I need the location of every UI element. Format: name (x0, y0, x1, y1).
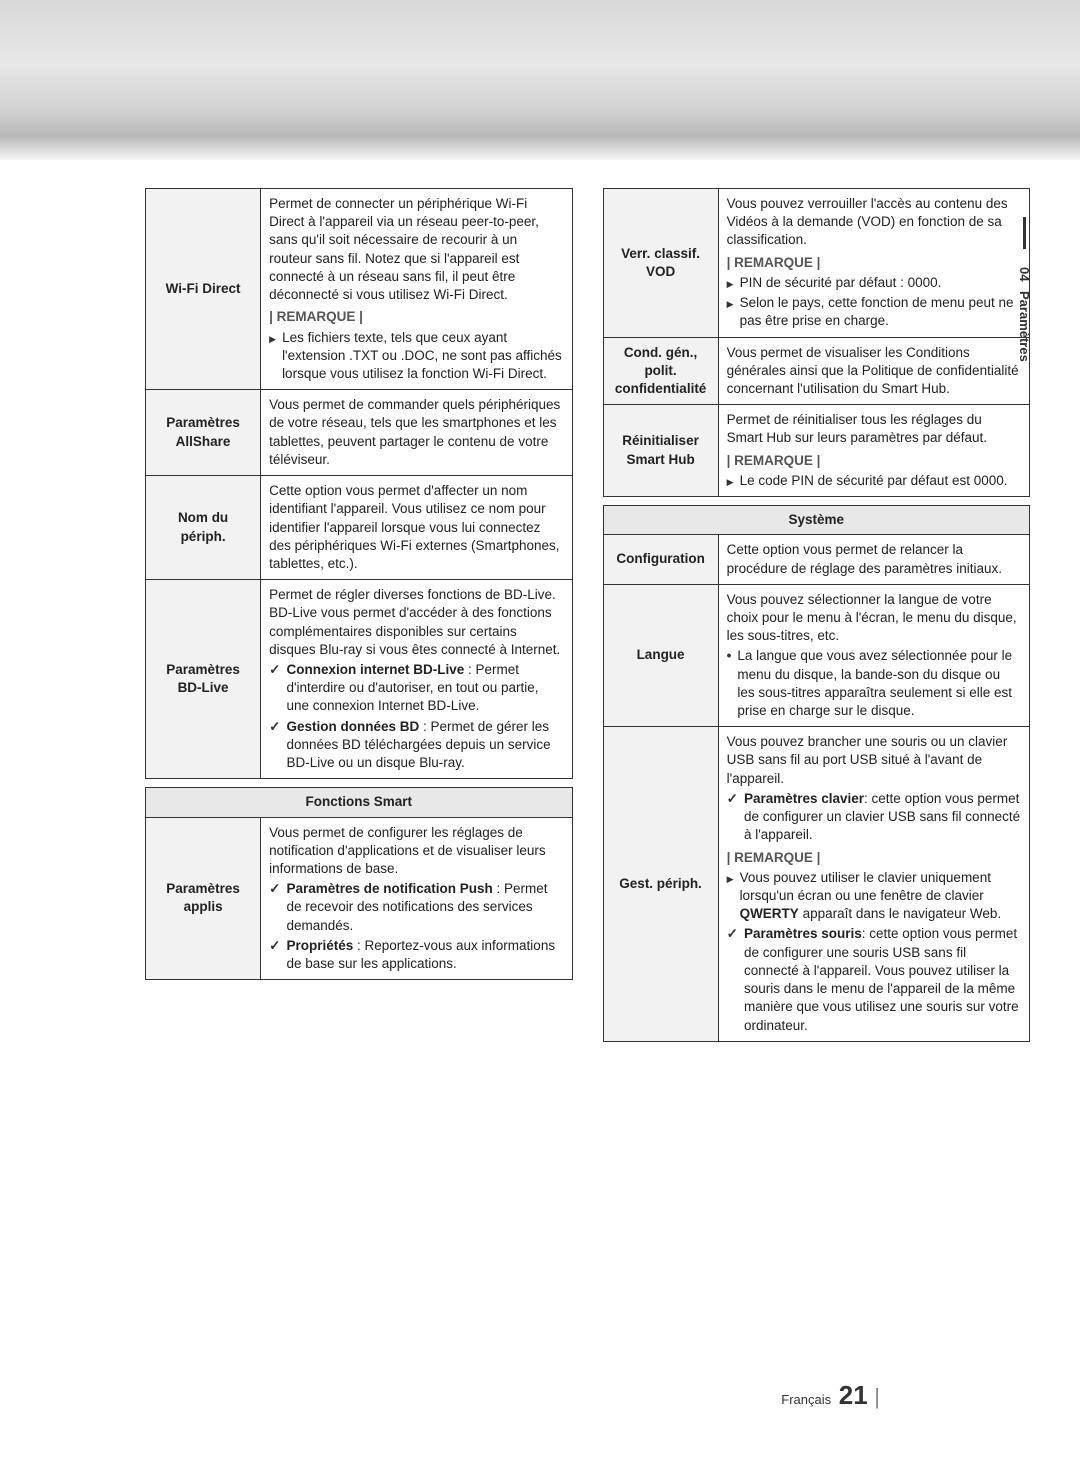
table-smarthub: Verr. classif. VOD Vous pouvez verrouill… (603, 188, 1031, 497)
row-cond: Cond. gén., polit. confidentialité Vous … (603, 337, 1030, 405)
bullet-item: PIN de sécurité par défaut : 0000. (727, 274, 1021, 292)
label-config: Configuration (603, 535, 718, 584)
footer-bar: | (874, 1384, 880, 1409)
side-tab: 04 Paramètres (1017, 217, 1032, 362)
left-column: Wi-Fi Direct Permet de connecter un péri… (145, 188, 573, 1042)
desc-bdlive: Permet de régler diverses fonctions de B… (261, 580, 572, 779)
remarque-heading: | REMARQUE | (727, 849, 1021, 867)
remarque-heading: | REMARQUE | (269, 308, 563, 326)
desc-gest-periph: Vous pouvez brancher une souris ou un cl… (718, 727, 1029, 1042)
header-fonctions-smart: Fonctions Smart (146, 788, 573, 817)
bullet-item: La langue que vous avez sélectionnée pou… (727, 647, 1021, 720)
row-config: Configuration Cette option vous permet d… (603, 535, 1030, 584)
row-applis: Paramètres applis Vous permet de configu… (146, 817, 573, 980)
bullet-item: Vous pouvez utiliser le clavier uniqueme… (727, 869, 1021, 924)
desc-wifi-direct: Permet de connecter un périphérique Wi-F… (261, 189, 572, 390)
footer-page-number: 21 (839, 1380, 868, 1410)
label-allshare: Paramètres AllShare (146, 390, 261, 476)
table-system: Système Configuration Cette option vous … (603, 505, 1031, 1042)
content-area: Wi-Fi Direct Permet de connecter un péri… (0, 160, 1080, 1042)
bullet-item: Gestion données BD : Permet de gérer les… (269, 718, 563, 773)
desc-reinit: Permet de réinitialiser tous les réglage… (718, 405, 1029, 497)
label-gest-periph: Gest. périph. (603, 727, 718, 1042)
bullet-item: Connexion internet BD-Live : Permet d'in… (269, 661, 563, 716)
bullet-item: Les fichiers texte, tels que ceux ayant … (269, 329, 563, 384)
desc-verr-vod: Vous pouvez verrouiller l'accès au conte… (718, 189, 1029, 338)
label-langue: Langue (603, 584, 718, 727)
row-langue: Langue Vous pouvez sélectionner la langu… (603, 584, 1030, 727)
bullet-item: Paramètres clavier: cette option vous pe… (727, 790, 1021, 845)
label-bdlive: Paramètres BD-Live (146, 580, 261, 779)
bullet-item: Propriétés : Reportez-vous aux informati… (269, 937, 563, 973)
right-column: Verr. classif. VOD Vous pouvez verrouill… (603, 188, 1031, 1042)
table-network: Wi-Fi Direct Permet de connecter un péri… (145, 188, 573, 779)
row-allshare: Paramètres AllShare Vous permet de comma… (146, 390, 573, 476)
page-footer: Français 21 | (781, 1380, 880, 1411)
desc-allshare: Vous permet de commander quels périphéri… (261, 390, 572, 476)
chapter-title: Paramètres (1017, 291, 1032, 362)
desc-config: Cette option vous permet de relancer la … (718, 535, 1029, 584)
header-systeme: Système (603, 506, 1030, 535)
row-gest-periph: Gest. périph. Vous pouvez brancher une s… (603, 727, 1030, 1042)
label-applis: Paramètres applis (146, 817, 261, 980)
bullet-item: Le code PIN de sécurité par défaut est 0… (727, 472, 1021, 490)
chapter-number: 04 (1017, 267, 1032, 281)
desc-langue: Vous pouvez sélectionner la langue de vo… (718, 584, 1029, 727)
bullet-item: Selon le pays, cette fonction de menu pe… (727, 294, 1021, 330)
label-reinit: Réinitialiser Smart Hub (603, 405, 718, 497)
desc-nom-periph: Cette option vous permet d'affecter un n… (261, 476, 572, 580)
footer-lang: Français (781, 1392, 831, 1407)
remarque-heading: | REMARQUE | (727, 452, 1021, 470)
label-verr-vod: Verr. classif. VOD (603, 189, 718, 338)
label-wifi-direct: Wi-Fi Direct (146, 189, 261, 390)
row-verr-vod: Verr. classif. VOD Vous pouvez verrouill… (603, 189, 1030, 338)
row-wifi-direct: Wi-Fi Direct Permet de connecter un péri… (146, 189, 573, 390)
table-smart: Fonctions Smart Paramètres applis Vous p… (145, 787, 573, 980)
row-nom-periph: Nom du périph. Cette option vous permet … (146, 476, 573, 580)
row-reinit: Réinitialiser Smart Hub Permet de réinit… (603, 405, 1030, 497)
row-bdlive: Paramètres BD-Live Permet de régler dive… (146, 580, 573, 779)
desc-cond: Vous permet de visualiser les Conditions… (718, 337, 1029, 405)
header-gradient (0, 0, 1080, 160)
label-nom-periph: Nom du périph. (146, 476, 261, 580)
bullet-item: Paramètres de notification Push : Permet… (269, 880, 563, 935)
label-cond: Cond. gén., polit. confidentialité (603, 337, 718, 405)
remarque-heading: | REMARQUE | (727, 254, 1021, 272)
bullet-item: Paramètres souris: cette option vous per… (727, 925, 1021, 1034)
desc-applis: Vous permet de configurer les réglages d… (261, 817, 572, 980)
